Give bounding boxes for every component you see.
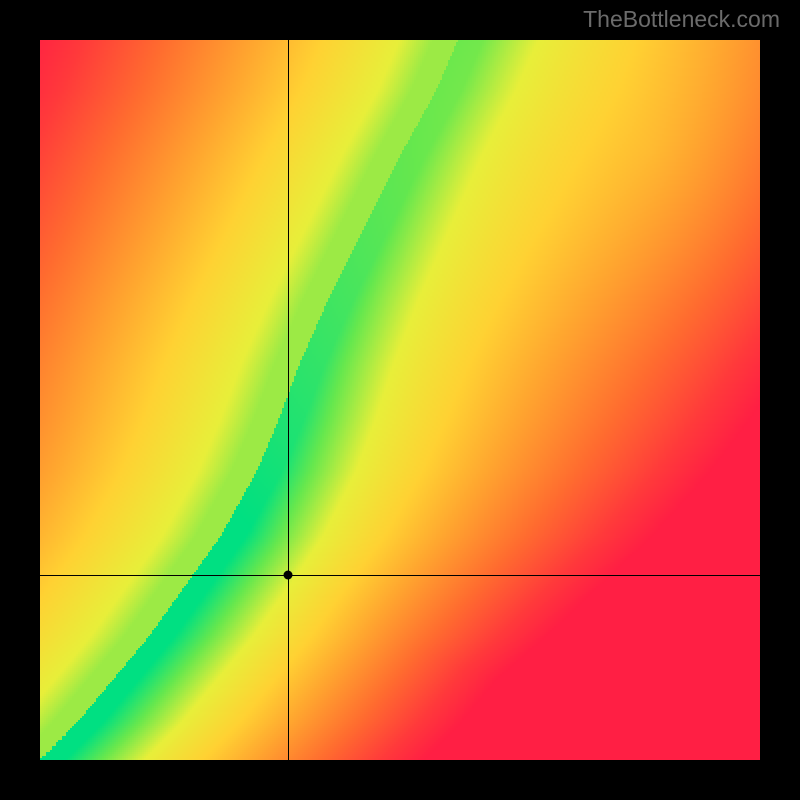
heatmap-plot: [40, 40, 760, 760]
heatmap-canvas: [40, 40, 760, 760]
crosshair-point: [284, 570, 293, 579]
crosshair-vertical: [288, 40, 289, 760]
watermark-text: TheBottleneck.com: [583, 6, 780, 33]
crosshair-horizontal: [40, 575, 760, 576]
